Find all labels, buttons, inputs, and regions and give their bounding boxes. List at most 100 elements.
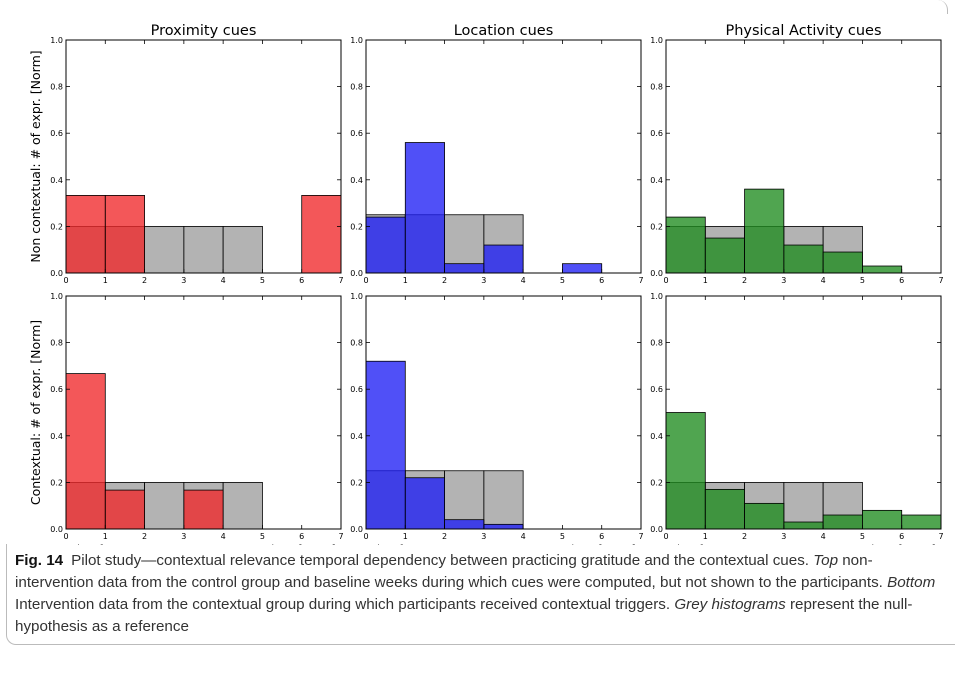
x-tick-label: 3 (181, 532, 186, 541)
y-tick-label: 0.8 (350, 339, 363, 348)
x-tick-label: 7 (938, 276, 943, 285)
histogram-bar (365, 360, 406, 530)
x-tick-label: 4 (821, 532, 826, 541)
axes-frame (65, 39, 342, 274)
x-tick-label: 0 (663, 532, 668, 541)
x-tick-label: 2 (442, 276, 447, 285)
figure-label: Fig. 14 (15, 552, 64, 569)
histogram-bar (862, 265, 903, 274)
reference-bar (222, 481, 263, 530)
reference-bar (183, 225, 224, 274)
histogram-bar (104, 195, 145, 274)
y-tick-label: 0.2 (350, 478, 363, 487)
panel-title: Proximity cues (151, 23, 257, 39)
y-tick-label: 0.6 (50, 129, 63, 138)
histogram-bar (665, 412, 706, 530)
reference-bar (222, 225, 263, 274)
x-tick-label: 2 (142, 532, 147, 541)
y-tick-label: 0.6 (650, 385, 663, 394)
x-tick-label: 6 (899, 276, 904, 285)
x-tick-label: 6 (599, 276, 604, 285)
x-tick-label: 6 (899, 532, 904, 541)
caption-bottom-label: Bottom (887, 574, 936, 591)
reference-bar (144, 481, 185, 530)
histogram-bar (783, 244, 824, 274)
y-tick-label: 1.0 (50, 36, 63, 45)
histogram-bar (862, 509, 903, 530)
y-tick-label: 0.0 (650, 525, 663, 534)
y-tick-label: 0.0 (650, 269, 663, 278)
x-tick-label: 4 (221, 532, 226, 541)
x-tick-label: 3 (781, 532, 786, 541)
x-tick-label: 1 (403, 276, 408, 285)
x-tick-label: 1 (103, 276, 108, 285)
x-tick-label: 3 (481, 532, 486, 541)
histogram-bar (301, 195, 342, 274)
histogram-bar (483, 523, 524, 530)
x-tick-label: 0 (363, 276, 368, 285)
y-tick-label: 0.0 (350, 269, 363, 278)
x-tick-label: 0 (63, 276, 68, 285)
histogram-bar (704, 488, 745, 530)
figure-caption: Fig. 14 Pilot study—contextual relevance … (6, 544, 955, 645)
y-tick-label: 0.4 (50, 176, 63, 185)
x-tick-label: 5 (560, 276, 565, 285)
y-tick-label: 0.2 (350, 222, 363, 231)
y-tick-label: 0.4 (350, 432, 363, 441)
histogram-bar (562, 263, 603, 274)
x-tick-label: 1 (403, 532, 408, 541)
y-tick-label: 1.0 (650, 292, 663, 301)
x-tick-label: 7 (638, 276, 643, 285)
x-tick-label: 6 (299, 532, 304, 541)
y-tick-label: 0.6 (650, 129, 663, 138)
caption-text-2: non-intervention data from the control g… (15, 552, 888, 591)
y-axis-label: Contextual: # of expr. [Norm] (28, 320, 43, 505)
histogram-bar (65, 373, 106, 530)
histogram-bar (665, 216, 706, 274)
x-tick-label: 5 (860, 532, 865, 541)
x-tick-label: 4 (221, 276, 226, 285)
histogram-grid: 0 1 2 3 4 5 6 7 0.0 0.2 0.4 0.6 0.8 1.0 Proximity cues… (28, 23, 944, 545)
histogram-bar (822, 514, 863, 530)
x-axis-label: Time from grat. expr. to prev. contextua… (670, 544, 935, 545)
panel-bottom-1: 0 1 2 3 4 5 6 7 0.0 0.2 0.4 0.6 0.8 1.0 Time from grat… (28, 292, 344, 545)
x-tick-label: 7 (938, 532, 943, 541)
histogram-bar (783, 521, 824, 530)
x-tick-label: 2 (442, 532, 447, 541)
y-tick-label: 0.4 (650, 432, 663, 441)
y-tick-label: 0.2 (50, 222, 63, 231)
x-tick-label: 2 (742, 276, 747, 285)
x-tick-label: 2 (142, 276, 147, 285)
x-tick-label: 7 (338, 532, 343, 541)
panel-top-2: 0 1 2 3 4 5 6 7 0.0 0.2 0.4 0.6 0.8 1.0 Location cues (350, 23, 643, 285)
y-tick-label: 0.8 (350, 83, 363, 92)
y-tick-label: 0.6 (350, 385, 363, 394)
panel-top-1: 0 1 2 3 4 5 6 7 0.0 0.2 0.4 0.6 0.8 1.0 Proximity cues… (28, 23, 344, 285)
caption-text-1: Pilot study—contextual relevance tempora… (71, 552, 814, 569)
y-axis-label: Non contextual: # of expr. [Norm] (28, 50, 43, 262)
y-tick-label: 0.6 (50, 385, 63, 394)
y-tick-label: 0.4 (50, 432, 63, 441)
panel-title: Physical Activity cues (725, 23, 881, 39)
x-tick-label: 1 (703, 532, 708, 541)
y-tick-label: 1.0 (50, 292, 63, 301)
histogram-bar (404, 477, 445, 530)
histogram-bar (744, 188, 785, 274)
y-tick-label: 0.8 (50, 339, 63, 348)
x-axis-label: Time from grat. expr. to prev. contextua… (70, 544, 335, 545)
y-tick-label: 0.2 (50, 478, 63, 487)
y-tick-label: 1.0 (350, 36, 363, 45)
panel-bottom-3: 0 1 2 3 4 5 6 7 0.0 0.2 0.4 0.6 0.8 1.0 Time from grat… (650, 292, 943, 545)
y-tick-label: 0.6 (350, 129, 363, 138)
x-tick-label: 7 (338, 276, 343, 285)
x-tick-label: 0 (663, 276, 668, 285)
x-tick-label: 1 (703, 276, 708, 285)
axes-frame (665, 295, 942, 530)
y-tick-label: 0.4 (350, 176, 363, 185)
axes-frame (665, 39, 942, 274)
x-tick-label: 3 (481, 276, 486, 285)
x-tick-label: 5 (260, 276, 265, 285)
histogram-bar (183, 489, 224, 530)
x-tick-label: 4 (821, 276, 826, 285)
